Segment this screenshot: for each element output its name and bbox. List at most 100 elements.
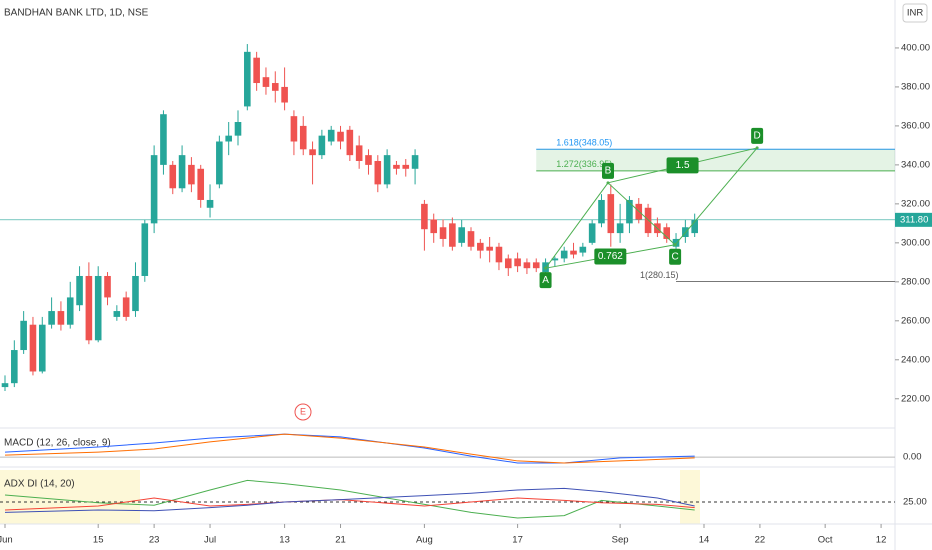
candle-body <box>57 311 65 325</box>
ratio-label: 1.5 <box>676 160 690 171</box>
candle-body <box>206 199 214 208</box>
candle-body <box>402 164 410 169</box>
candle-body <box>411 155 419 169</box>
last-price-tag <box>895 212 932 227</box>
candle-body <box>672 238 680 247</box>
candle-body <box>449 223 456 247</box>
x-tick-label: 13 <box>279 535 290 546</box>
y-tick-label: 380.00 <box>901 81 930 92</box>
candle-body <box>598 199 605 224</box>
x-tick-label: 22 <box>755 535 766 546</box>
x-tick-label: 23 <box>149 535 160 546</box>
candle-body <box>38 324 46 372</box>
candle-body <box>253 57 260 84</box>
pattern-line <box>607 182 676 246</box>
candle-body <box>337 131 344 142</box>
candle-body <box>579 246 587 253</box>
candle-body <box>570 250 577 255</box>
candle-body <box>141 223 149 276</box>
y-tick-label: 280.00 <box>901 276 930 287</box>
candle-body <box>458 227 465 243</box>
candle-body <box>290 116 298 142</box>
candle-body <box>551 258 559 261</box>
last-price-label: 311.80 <box>900 214 928 225</box>
candle-body <box>495 246 503 263</box>
pattern-point-label: B <box>605 165 612 176</box>
candle-body <box>560 250 568 259</box>
candle-body <box>29 324 37 372</box>
fib-label: 1.272(336.95) <box>556 159 612 169</box>
y-tick-label: 300.00 <box>901 237 930 248</box>
ratio-label: 0.762 <box>598 251 623 262</box>
candle-body <box>1 383 9 388</box>
ratio-badge <box>594 248 627 265</box>
candle-body <box>486 246 493 251</box>
candle-body <box>477 242 484 251</box>
candle-body <box>225 135 232 142</box>
candle-body <box>691 219 698 234</box>
pattern-point <box>755 146 759 150</box>
candle-body <box>393 164 400 169</box>
fib-label: 1(280.15) <box>640 270 679 280</box>
x-tick-label: 21 <box>335 535 346 546</box>
candle-body <box>76 275 83 306</box>
candle-body <box>132 275 139 312</box>
candle-body <box>365 155 372 165</box>
pattern-point <box>606 181 610 185</box>
candle-body <box>616 223 624 234</box>
pattern-badge <box>539 272 552 289</box>
candle-body <box>197 168 205 200</box>
currency-button[interactable] <box>902 3 928 23</box>
candle-body <box>309 149 316 156</box>
x-tick-label: 17 <box>512 535 523 546</box>
pattern-point-label: A <box>542 275 549 286</box>
candle-body <box>169 164 177 189</box>
x-tick-label: Oct <box>818 535 833 546</box>
candle-body <box>383 155 391 185</box>
candle-body <box>271 83 279 91</box>
pattern-badge <box>669 248 682 265</box>
candle-body <box>85 275 93 341</box>
candle-body <box>430 219 438 234</box>
candle-body <box>94 275 102 341</box>
indicator-line <box>4 497 695 511</box>
candle-body <box>532 262 540 269</box>
candle-body <box>122 297 130 317</box>
y-tick-label: 0.00 <box>903 452 922 463</box>
candle-body <box>514 258 521 267</box>
pattern-point <box>673 243 677 247</box>
y-tick-label: 360.00 <box>901 120 930 131</box>
candle-body <box>299 125 307 150</box>
y-tick-label: 340.00 <box>901 159 930 170</box>
highlight <box>680 470 700 524</box>
earnings-icon[interactable] <box>294 403 312 421</box>
candle-body <box>188 164 195 185</box>
candle-body <box>607 194 615 234</box>
indicator-line <box>4 487 695 513</box>
candle-body <box>626 199 633 224</box>
y-tick-label: 25.00 <box>903 497 927 508</box>
candle-body <box>355 145 363 161</box>
y-tick-label: 260.00 <box>901 315 930 326</box>
x-tick-label: 12 <box>876 535 887 546</box>
candle-body <box>113 311 121 317</box>
x-tick-label: 15 <box>93 535 104 546</box>
candle-body <box>262 77 270 87</box>
candle-body <box>588 223 596 243</box>
candle-body <box>421 203 428 230</box>
fib-label: 1.618(348.05) <box>556 138 612 148</box>
pattern-badge <box>602 162 615 179</box>
pattern-point-label: D <box>754 131 761 142</box>
candle-body <box>504 258 512 269</box>
candle-body <box>150 155 158 224</box>
x-tick-label: Jul <box>204 535 216 546</box>
pattern-line <box>545 182 609 269</box>
candle-body <box>467 231 475 247</box>
candle-body <box>48 311 55 325</box>
candle-body <box>439 227 447 239</box>
x-tick-label: Aug <box>416 535 433 546</box>
macd-title: MACD (12, 26, close, 9) <box>4 438 111 449</box>
adx-title: ADX DI (14, 20) <box>4 479 75 490</box>
candle-body <box>374 160 382 185</box>
